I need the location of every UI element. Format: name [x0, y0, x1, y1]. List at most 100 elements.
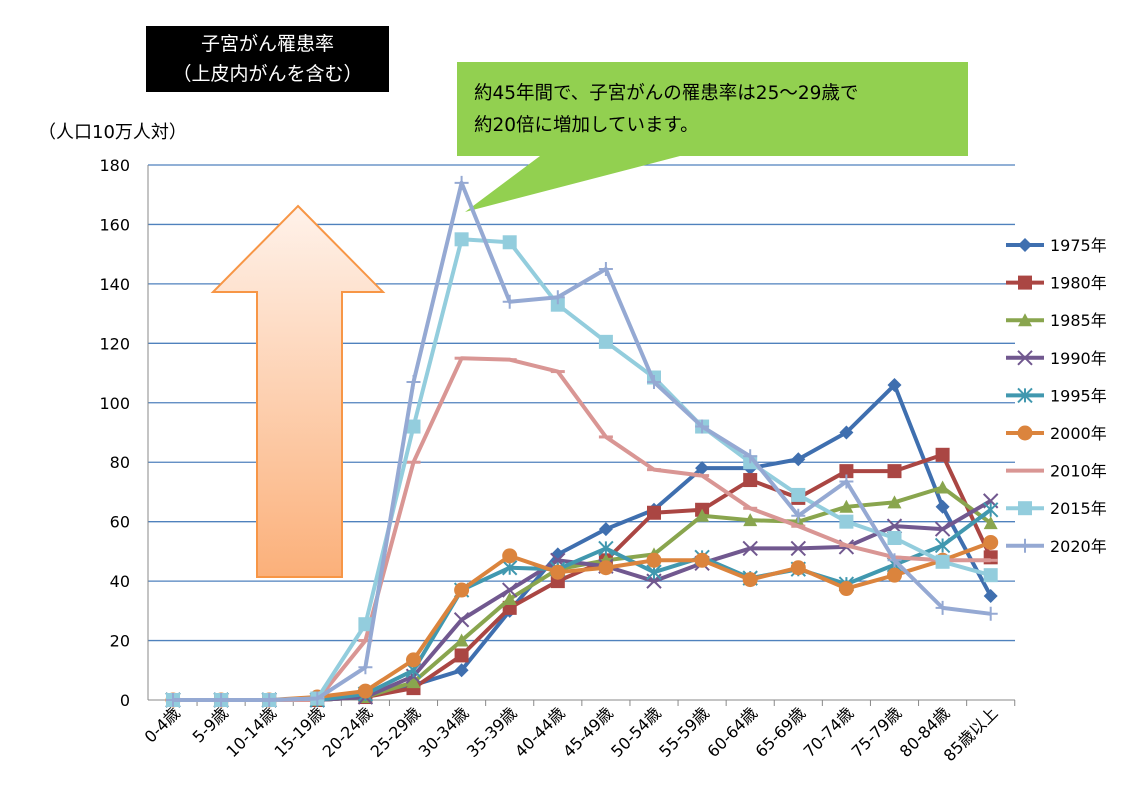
data-point	[406, 419, 421, 434]
legend-label: 1995年	[1050, 386, 1107, 405]
x-tick-label: 65-69歳	[751, 703, 809, 761]
x-tick-label: 35-39歳	[463, 703, 521, 761]
legend-item: 1975年	[1006, 236, 1107, 255]
data-point	[501, 582, 518, 598]
data-point	[743, 473, 758, 488]
data-point	[935, 554, 950, 569]
data-point	[887, 531, 902, 546]
data-point	[935, 499, 950, 514]
data-point	[838, 581, 854, 597]
data-point	[791, 487, 806, 502]
x-tick-label: 5-9歳	[189, 703, 232, 746]
legend-label: 2000年	[1050, 424, 1107, 443]
data-point	[887, 377, 902, 392]
x-tick-label: 15-19歳	[270, 703, 328, 761]
x-tick-label: 0-4歳	[141, 703, 184, 746]
y-axis-unit-label: （人口10万人対）	[38, 122, 187, 143]
chart-title-line-1: 子宮がん罹患率	[200, 33, 334, 55]
legend-item: 2015年	[1006, 499, 1107, 518]
data-point	[695, 461, 710, 476]
chart-title: 子宮がん罹患率 （上皮内がんを含む）	[146, 26, 389, 92]
data-point	[935, 480, 950, 494]
legend-item: 1995年	[1006, 386, 1107, 405]
data-point	[454, 175, 469, 190]
legend-item: 2000年	[1006, 424, 1107, 443]
legend-item: 2010年	[1006, 462, 1107, 481]
data-point	[406, 675, 421, 689]
y-tick-label: 0	[120, 691, 130, 710]
data-point	[887, 464, 902, 479]
legend-label: 2020年	[1050, 537, 1107, 556]
data-point	[550, 290, 565, 305]
data-point	[453, 612, 470, 628]
data-point	[598, 334, 613, 349]
data-point	[791, 452, 806, 467]
data-point	[550, 297, 565, 312]
data-point	[454, 582, 470, 598]
legend-label: 2015年	[1050, 499, 1107, 518]
x-tick-label: 75-79歳	[848, 703, 906, 761]
data-point	[262, 693, 277, 707]
series-2020年	[166, 175, 998, 707]
data-point	[502, 294, 517, 309]
data-point	[454, 633, 469, 647]
callout-text: 約45年間で、子宮がんの罹患率は25～29歳で 約20倍に増加しています。	[474, 78, 964, 142]
legend-item: 1990年	[1006, 349, 1107, 368]
data-point	[647, 505, 661, 520]
legend-marker	[1018, 501, 1032, 516]
chart-title-line-2: （上皮内がんを含む）	[172, 63, 363, 85]
legend-marker	[1018, 313, 1032, 327]
data-point	[502, 235, 517, 250]
data-point	[743, 513, 758, 527]
data-point	[454, 663, 469, 678]
x-tick-label: 10-14歳	[222, 703, 280, 761]
legend-label: 1980年	[1050, 274, 1107, 293]
y-tick-label: 120	[99, 334, 130, 353]
data-point	[839, 464, 854, 479]
data-point	[743, 449, 758, 464]
data-point	[839, 499, 854, 513]
x-tick-label: 40-44歳	[511, 703, 569, 761]
data-point	[982, 502, 999, 518]
x-tick-label: 30-34歳	[415, 703, 473, 761]
legend-marker	[1018, 238, 1032, 252]
legend-label: 1985年	[1050, 311, 1107, 330]
x-tick-label: 50-54歳	[607, 703, 665, 761]
data-point	[791, 508, 806, 523]
legend-marker	[1017, 425, 1033, 441]
x-tick-label: 25-29歳	[367, 703, 425, 761]
data-point	[406, 652, 421, 668]
data-point	[886, 518, 903, 534]
callout-line-2: 約20倍に増加しています。	[474, 115, 699, 136]
data-point	[695, 508, 710, 522]
data-point	[934, 521, 951, 537]
increase-arrow	[210, 204, 386, 578]
data-point	[598, 522, 613, 537]
x-tick-label: 60-64歳	[703, 703, 761, 761]
legend-marker	[1017, 350, 1033, 366]
legend-label: 1975年	[1050, 236, 1107, 255]
data-point	[742, 572, 758, 588]
data-point	[887, 567, 902, 583]
data-point	[406, 374, 421, 389]
data-point	[358, 660, 373, 675]
x-tick-label: 55-59歳	[655, 703, 713, 761]
legend-marker	[1018, 275, 1032, 290]
y-tick-label: 40	[110, 572, 130, 591]
y-tick-label: 100	[99, 394, 130, 413]
y-tick-label: 80	[110, 453, 130, 472]
data-point	[790, 560, 806, 576]
x-tick-label: 45-49歳	[559, 703, 617, 761]
callout-line-1: 約45年間で、子宮がんの罹患率は25～29歳で	[474, 83, 859, 104]
data-point	[983, 568, 998, 583]
data-point	[598, 540, 614, 557]
data-point	[357, 683, 373, 699]
data-point	[647, 374, 661, 389]
data-point	[983, 588, 998, 603]
data-point	[166, 693, 180, 707]
y-tick-label: 60	[110, 513, 130, 532]
y-tick-label: 160	[99, 215, 130, 234]
y-tick-label: 180	[99, 156, 130, 175]
